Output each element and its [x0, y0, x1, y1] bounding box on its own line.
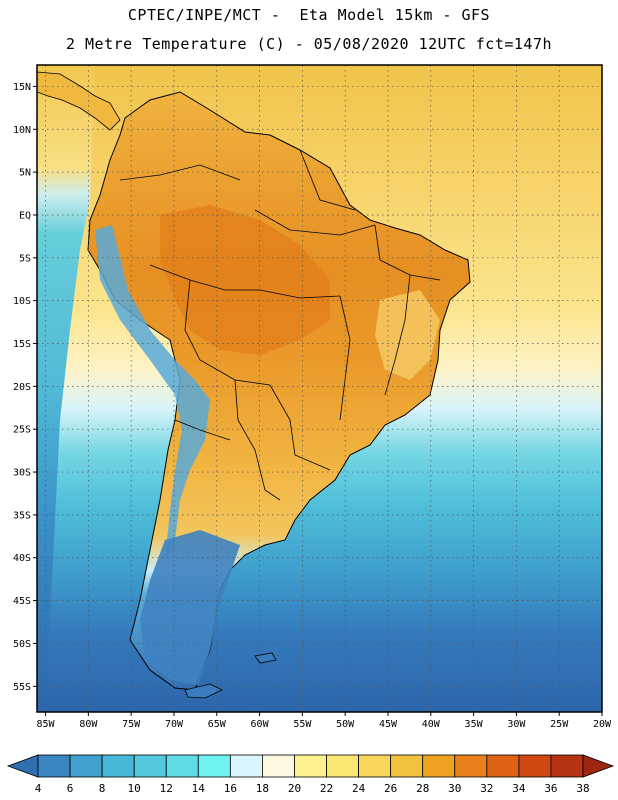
colorbar-label: 4 [35, 782, 42, 795]
map-frame [36, 64, 603, 713]
lat-label: 25S [13, 425, 31, 436]
lat-label: 5S [19, 253, 31, 264]
lat-label: 55S [13, 682, 31, 693]
hot-region [160, 205, 330, 355]
colorbar-swatch [294, 754, 327, 778]
colorbar-label: 6 [67, 782, 74, 795]
lon-label: 35W [465, 719, 484, 730]
graticule [37, 65, 603, 712]
colorbar-swatch [262, 754, 295, 778]
colorbar-label: 32 [480, 782, 493, 795]
colorbar-label: 16 [224, 782, 237, 795]
lon-label: 65W [208, 719, 227, 730]
lon-label: 70W [165, 719, 184, 730]
lon-label: 50W [336, 719, 355, 730]
colorbar: 4 6 8 10 12 14 16 18 20 22 24 26 28 30 32 34 36 38 [6, 754, 615, 795]
northeast-mild [375, 290, 440, 380]
colorbar-label: 10 [128, 782, 141, 795]
colorbar-high-arrow [582, 754, 615, 778]
lon-label: 55W [293, 719, 312, 730]
pacific-ocean-band [37, 65, 95, 712]
lat-label: 30S [13, 468, 31, 479]
colorbar-swatch [37, 754, 71, 778]
title-line-2: 2 Metre Temperature (C) - 05/08/2020 12U… [65, 35, 553, 53]
colorbar-swatch [229, 754, 263, 778]
tierra-del-fuego [184, 683, 223, 699]
longitude-axis: 85W 80W 75W 70W 65W 60W 55W 50W 45W 40W 35W 30W 25W 2… [37, 712, 612, 730]
colorbar-swatch [518, 754, 552, 778]
colorbar-label: 24 [352, 782, 366, 795]
lon-label: 85W [37, 719, 56, 730]
falkland-islands [254, 652, 277, 664]
colorbar-label: 26 [384, 782, 397, 795]
lat-label: 50S [13, 639, 31, 650]
colorbar-label: 12 [160, 782, 173, 795]
colorbar-swatch [390, 754, 424, 778]
colorbar-label: 38 [576, 782, 589, 795]
colorbar-low-arrow [6, 754, 39, 778]
lon-label: 25W [550, 719, 569, 730]
latitude-axis: 15N 10N 5N EQ 5S 10S 15S 20S 25S 30S 35S 40S 45S 50S 5… [13, 82, 37, 693]
colorbar-swatch [454, 754, 488, 778]
lat-label: 15S [13, 339, 31, 350]
lat-label: 10S [13, 296, 31, 307]
colorbar-swatch [165, 754, 199, 778]
colorbar-label: 20 [288, 782, 301, 795]
colorbar-swatch [550, 754, 584, 778]
lat-label: 20S [13, 382, 31, 393]
lat-label: EQ [19, 210, 31, 221]
colorbar-swatch [197, 754, 231, 778]
colorbar-label: 34 [512, 782, 526, 795]
lat-label: 15N [13, 82, 31, 93]
colorbar-label: 36 [544, 782, 557, 795]
lat-label: 10N [13, 125, 31, 136]
lon-label: 20W [593, 719, 612, 730]
lat-label: 35S [13, 510, 31, 521]
patagonia-cool [140, 530, 240, 685]
colorbar-label: 18 [256, 782, 269, 795]
colorbar-swatch [486, 754, 520, 778]
colorbar-swatch [326, 754, 359, 778]
colorbar-label: 22 [320, 782, 333, 795]
colorbar-swatch [69, 754, 103, 778]
colorbar-swatch [101, 754, 135, 778]
andes-cold-strip [95, 225, 210, 560]
lon-label: 45W [379, 719, 398, 730]
lon-label: 80W [79, 719, 98, 730]
colorbar-label: 14 [192, 782, 206, 795]
title-line-1: CPTEC/INPE/MCT - Eta Model 15km - GFS [127, 6, 491, 24]
lon-label: 60W [251, 719, 270, 730]
lon-label: 75W [122, 719, 141, 730]
colorbar-label: 28 [416, 782, 429, 795]
lon-label: 30W [507, 719, 526, 730]
colorbar-swatch [422, 754, 456, 778]
colorbar-swatch [133, 754, 167, 778]
lat-label: 45S [13, 596, 31, 607]
colorbar-label: 30 [448, 782, 461, 795]
country-borders [119, 149, 441, 501]
lat-label: 40S [13, 553, 31, 564]
colorbar-label: 8 [99, 782, 106, 795]
lon-label: 40W [422, 719, 441, 730]
colorbar-swatch [358, 754, 392, 778]
lat-label: 5N [19, 168, 31, 179]
